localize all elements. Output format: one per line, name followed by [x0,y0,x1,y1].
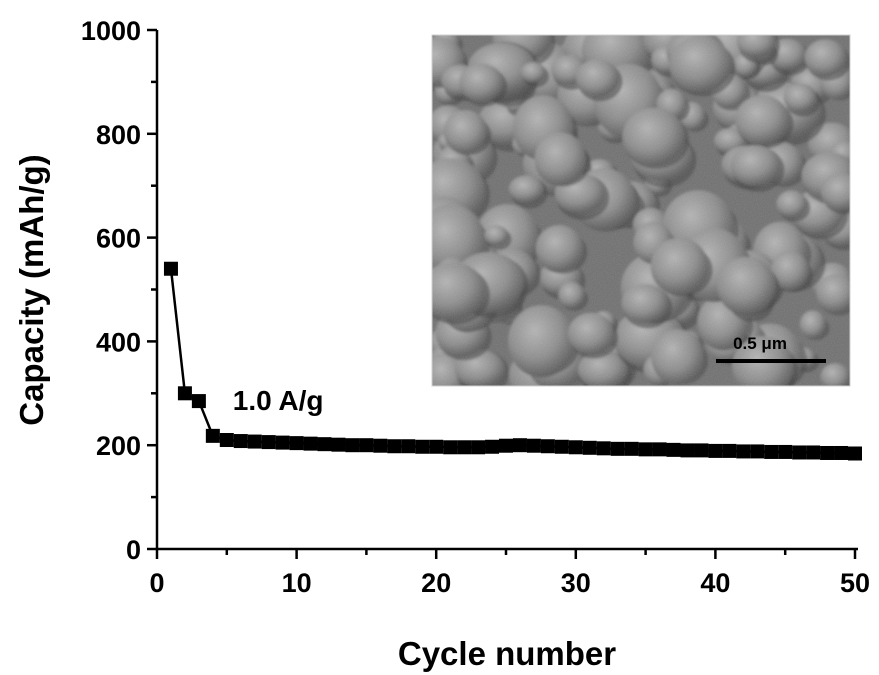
data-point [359,438,374,453]
data-point [415,439,430,454]
y-tick-label: 600 [96,224,141,254]
x-tick-label: 50 [840,568,870,598]
data-point [261,435,276,450]
data-point [652,442,667,457]
data-point [247,434,262,449]
data-point [429,439,444,454]
data-point [792,445,807,460]
sem-inset-image [432,35,850,386]
data-point [624,441,639,456]
scale-bar [716,359,826,363]
data-point [345,438,360,453]
y-axis-label: Capacity (mAh/g) [13,154,50,425]
data-point [275,435,290,450]
data-point [401,439,416,454]
data-point [582,440,597,455]
y-tick-label: 1000 [81,16,141,46]
data-point [163,261,178,276]
y-tick-label: 400 [96,327,141,357]
data-point [457,440,472,455]
data-point [317,437,332,452]
data-point [750,444,765,459]
data-point [471,440,486,455]
sem-inset-border [431,34,851,387]
data-point [680,443,695,458]
data-point [708,443,723,458]
data-point [568,440,583,455]
data-point [554,439,569,454]
data-point [820,445,835,460]
y-tick-labels: 0 200 400 600 800 1000 [81,16,141,565]
data-point [638,442,653,457]
y-tick-label: 800 [96,120,141,150]
data-point [610,441,625,456]
data-point [289,436,304,451]
data-point [764,444,779,459]
x-axis-label: Cycle number [398,635,616,672]
data-point [526,438,541,453]
data-point [219,433,234,448]
data-point [233,434,248,449]
x-tick-label: 0 [149,568,164,598]
x-tick-label: 10 [282,568,312,598]
x-tick-label: 20 [421,568,451,598]
data-point [722,443,737,458]
data-point [736,444,751,459]
data-point [596,441,611,456]
data-point [443,440,458,455]
axis-ticks [147,28,857,559]
data-point [191,394,206,409]
data-point [848,446,862,461]
data-point [485,439,500,454]
series-points [163,261,862,461]
data-point [806,445,821,460]
y-tick-label: 200 [96,431,141,461]
data-point [499,438,513,453]
data-point [834,445,849,460]
data-point [694,443,709,458]
data-point [177,386,192,401]
data-point [512,438,527,453]
scale-bar-label: 0.5 μm [733,334,787,353]
data-point [373,438,388,453]
x-tick-label: 30 [561,568,591,598]
data-point [331,437,346,452]
data-point [778,444,793,459]
data-point [303,436,318,451]
x-tick-labels: 0 10 20 30 40 50 [149,568,870,598]
data-point [666,442,681,457]
data-point [205,428,220,443]
data-point [540,439,555,454]
y-tick-label: 0 [126,535,141,565]
x-tick-label: 40 [700,568,730,598]
data-point [387,439,402,454]
current-density-label: 1.0 A/g [233,385,324,416]
